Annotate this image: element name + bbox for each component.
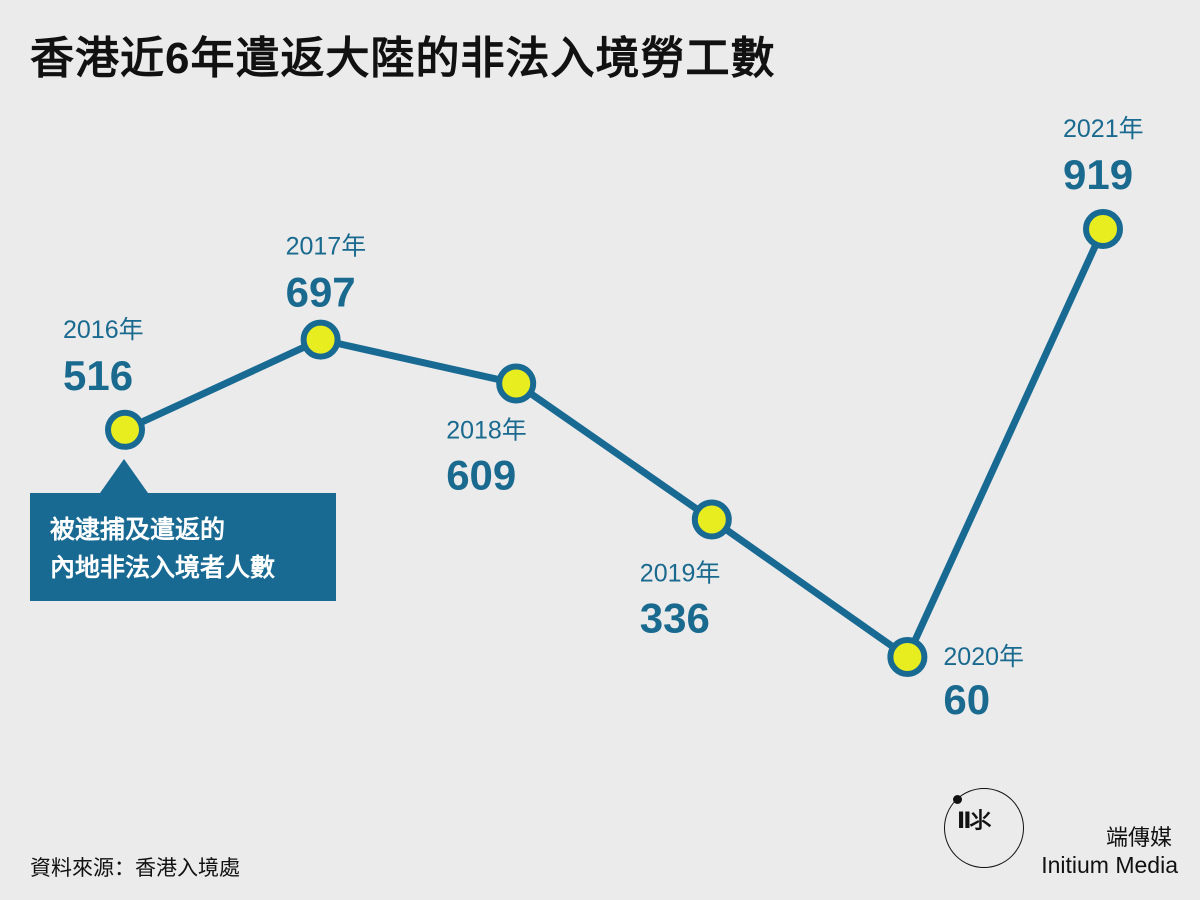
- data-point-2: [496, 363, 537, 404]
- callout-line-1: 被逮捕及遣返的: [50, 516, 226, 544]
- brand-name-en: Initium Media: [1041, 852, 1178, 878]
- chart-title: 香港近6年遣返大陸的非法入境勞工數: [30, 34, 776, 83]
- series-line: [121, 225, 1107, 661]
- value-label-3: 336: [640, 594, 710, 641]
- brand-name-cn: 端傳媒: [1105, 825, 1172, 850]
- data-point-4: [887, 637, 928, 677]
- data-point-3: [691, 499, 732, 540]
- year-label-4: 2020年: [943, 643, 1024, 671]
- callout-pointer: [100, 459, 148, 493]
- data-point-1: [300, 319, 341, 360]
- year-label-0: 2016年: [63, 316, 144, 344]
- year-label-2: 2018年: [446, 416, 527, 444]
- callout-line-2: 內地非法入境者人數: [50, 554, 276, 582]
- value-label-2: 609: [446, 451, 516, 498]
- year-label-1: 2017年: [286, 233, 367, 261]
- data-labels: 2016年 516 2017年 697 2018年 609 2019年 336 2020年 60 2…: [63, 115, 1144, 723]
- value-label-0: 516: [63, 352, 133, 399]
- year-label-3: 2019年: [640, 559, 721, 587]
- source-note: 資料來源：香港入境處: [30, 857, 240, 880]
- callout-box: 被逮捕及遣返的 內地非法入境者人數: [30, 493, 336, 601]
- data-points: [105, 209, 1123, 677]
- logo-dot: [953, 795, 962, 804]
- year-label-5: 2021年: [1063, 115, 1144, 143]
- value-label-5: 919: [1063, 151, 1133, 198]
- value-label-1: 697: [286, 269, 356, 316]
- data-point-0: [105, 409, 145, 450]
- data-point-5: [1083, 209, 1123, 249]
- logo-glyph: Ⅱ⺢: [957, 809, 991, 834]
- initium-logo-icon: Ⅱ⺢: [944, 788, 1024, 868]
- value-label-4: 60: [943, 676, 990, 723]
